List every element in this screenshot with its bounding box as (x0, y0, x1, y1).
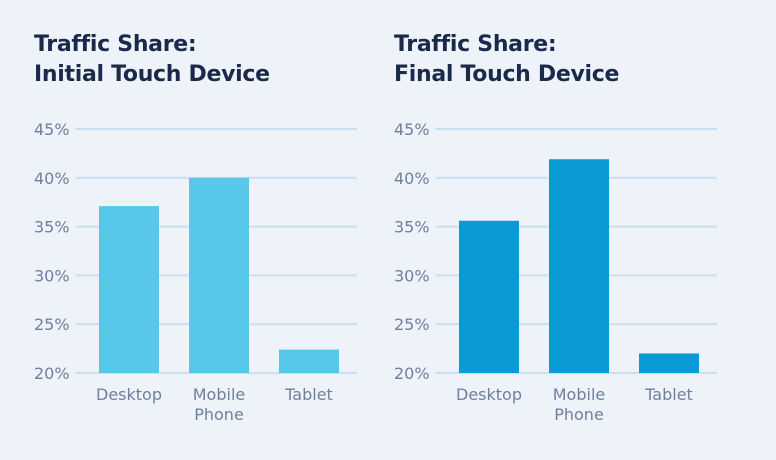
bar (549, 159, 609, 373)
y-tick-label: 40% (34, 169, 70, 188)
y-tick-label: 40% (394, 169, 430, 188)
chart-final-touch-device: Traffic Share: Final Touch Device 20% 25%… (360, 0, 720, 460)
y-tick-label: 35% (34, 218, 70, 237)
y-tick-label: 45% (34, 120, 70, 139)
chart-title: Traffic Share: Initial Touch Device (34, 30, 270, 90)
chart-title: Traffic Share: Final Touch Device (394, 30, 619, 90)
x-category-label: Desktop (456, 385, 522, 404)
chart-title-line-2: Final Touch Device (394, 62, 620, 87)
chart-title-line-1: Traffic Share: (34, 32, 197, 57)
y-tick-label: 25% (394, 315, 430, 334)
bar (639, 353, 699, 373)
bar (459, 220, 519, 373)
x-category-label: Tablet (284, 385, 333, 404)
chart-title-line-1: Traffic Share: (394, 32, 557, 57)
x-category-label: Mobile (553, 385, 605, 404)
y-tick-label: 20% (34, 364, 70, 383)
y-tick-label: 45% (394, 120, 430, 139)
x-category-label: Desktop (96, 385, 162, 404)
x-category-label: Phone (194, 405, 244, 424)
y-tick-label: 20% (394, 364, 430, 383)
y-tick-label: 35% (394, 218, 430, 237)
chart-initial-touch-device: Traffic Share: Initial Touch Device 20% 2… (0, 0, 360, 460)
bar (279, 349, 339, 373)
bar (99, 206, 159, 373)
y-tick-label: 30% (394, 266, 430, 285)
chart-title-line-2: Initial Touch Device (34, 62, 270, 87)
y-tick-label: 30% (34, 266, 70, 285)
x-category-label: Phone (554, 405, 604, 424)
x-category-label: Mobile (193, 385, 245, 404)
bar (189, 177, 249, 373)
y-tick-label: 25% (34, 315, 70, 334)
x-category-label: Tablet (644, 385, 693, 404)
